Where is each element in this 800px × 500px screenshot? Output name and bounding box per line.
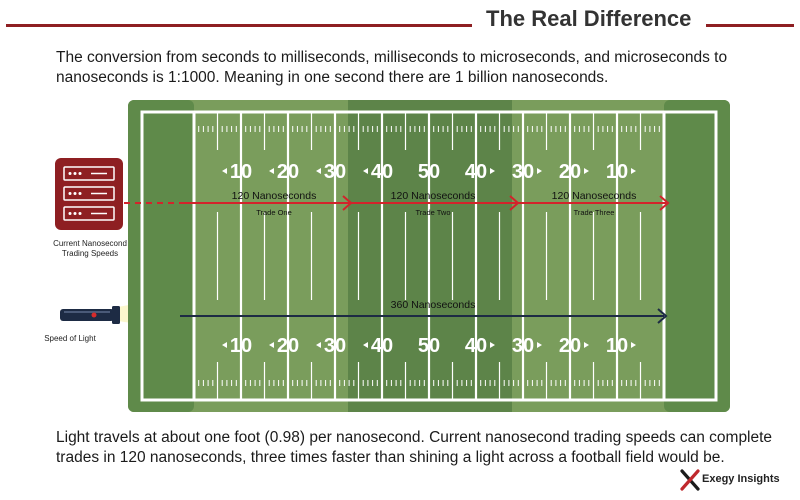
light-caption: Speed of Light [44,334,96,343]
yard-number: 10 [606,335,628,357]
yard-arrow-icon [363,342,368,348]
server-icon [55,158,123,230]
server-caption-line-1: Current Nanosecond [53,239,127,248]
trade-one-label: Trade One [256,208,292,217]
yard-arrow-icon [584,168,589,174]
yard-arrow-icon [222,342,227,348]
trade-two-label: Trade Two [415,208,450,217]
trade-three-label: Trade Three [574,208,615,217]
light-time: 360 Nanoseconds [391,299,476,311]
yard-number: 30 [512,161,534,183]
yard-arrow-icon [269,168,274,174]
football-field: 10 20 30 40 50 40 30 20 10 10 20 30 40 50 40 30 20 10 [128,100,730,412]
yard-number: 10 [230,161,252,183]
yard-number: 40 [371,161,393,183]
yard-number: 30 [324,161,346,183]
title-rule-left [6,24,472,27]
trade-one-time: 120 Nanoseconds [232,190,317,202]
outro-text: Light travels at about one foot (0.98) p… [56,429,773,466]
yard-arrow-icon [537,342,542,348]
yard-arrow-icon [269,342,274,348]
title-bar: The Real Difference [0,6,800,36]
server-caption-line-2: Trading Speeds [61,249,119,258]
yard-arrow-icon [222,168,227,174]
trade-arrow-2 [509,195,520,211]
light-arrow [657,308,668,324]
trade-three-time: 120 Nanoseconds [552,190,637,202]
yard-number: 20 [559,161,581,183]
endzone-right [664,100,730,412]
yard-number: 30 [512,335,534,357]
yard-arrow-icon [316,168,321,174]
yard-number: 30 [324,335,346,357]
trade-two-time: 120 Nanoseconds [391,190,476,202]
intro-text: The conversion from seconds to milliseco… [56,49,728,86]
server-caption: Current Nanosecond Trading Speeds [30,239,150,259]
yard-number: 50 [418,335,440,357]
brand-name: Exegy Insights [702,473,780,485]
trade-arrow-1 [342,195,353,211]
endzone-left [128,100,194,412]
exegy-x-icon [680,469,700,491]
yard-number: 40 [465,161,487,183]
yard-number: 40 [371,335,393,357]
yard-arrow-icon [490,168,495,174]
yard-arrow-icon [490,342,495,348]
yard-arrow-icon [316,342,321,348]
yard-arrow-icon [537,168,542,174]
yard-number: 10 [606,161,628,183]
yard-number: 40 [465,335,487,357]
title-rule-right [706,24,794,27]
yard-number: 20 [277,161,299,183]
yard-number: 10 [230,335,252,357]
yard-arrow-icon [631,168,636,174]
yard-arrow-icon [584,342,589,348]
yard-number: 20 [277,335,299,357]
page-title: The Real Difference [486,6,692,31]
trade-arrow-3 [659,195,670,211]
yard-number: 50 [418,161,440,183]
yard-arrow-icon [363,168,368,174]
yard-arrow-icon [631,342,636,348]
yard-number: 20 [559,335,581,357]
